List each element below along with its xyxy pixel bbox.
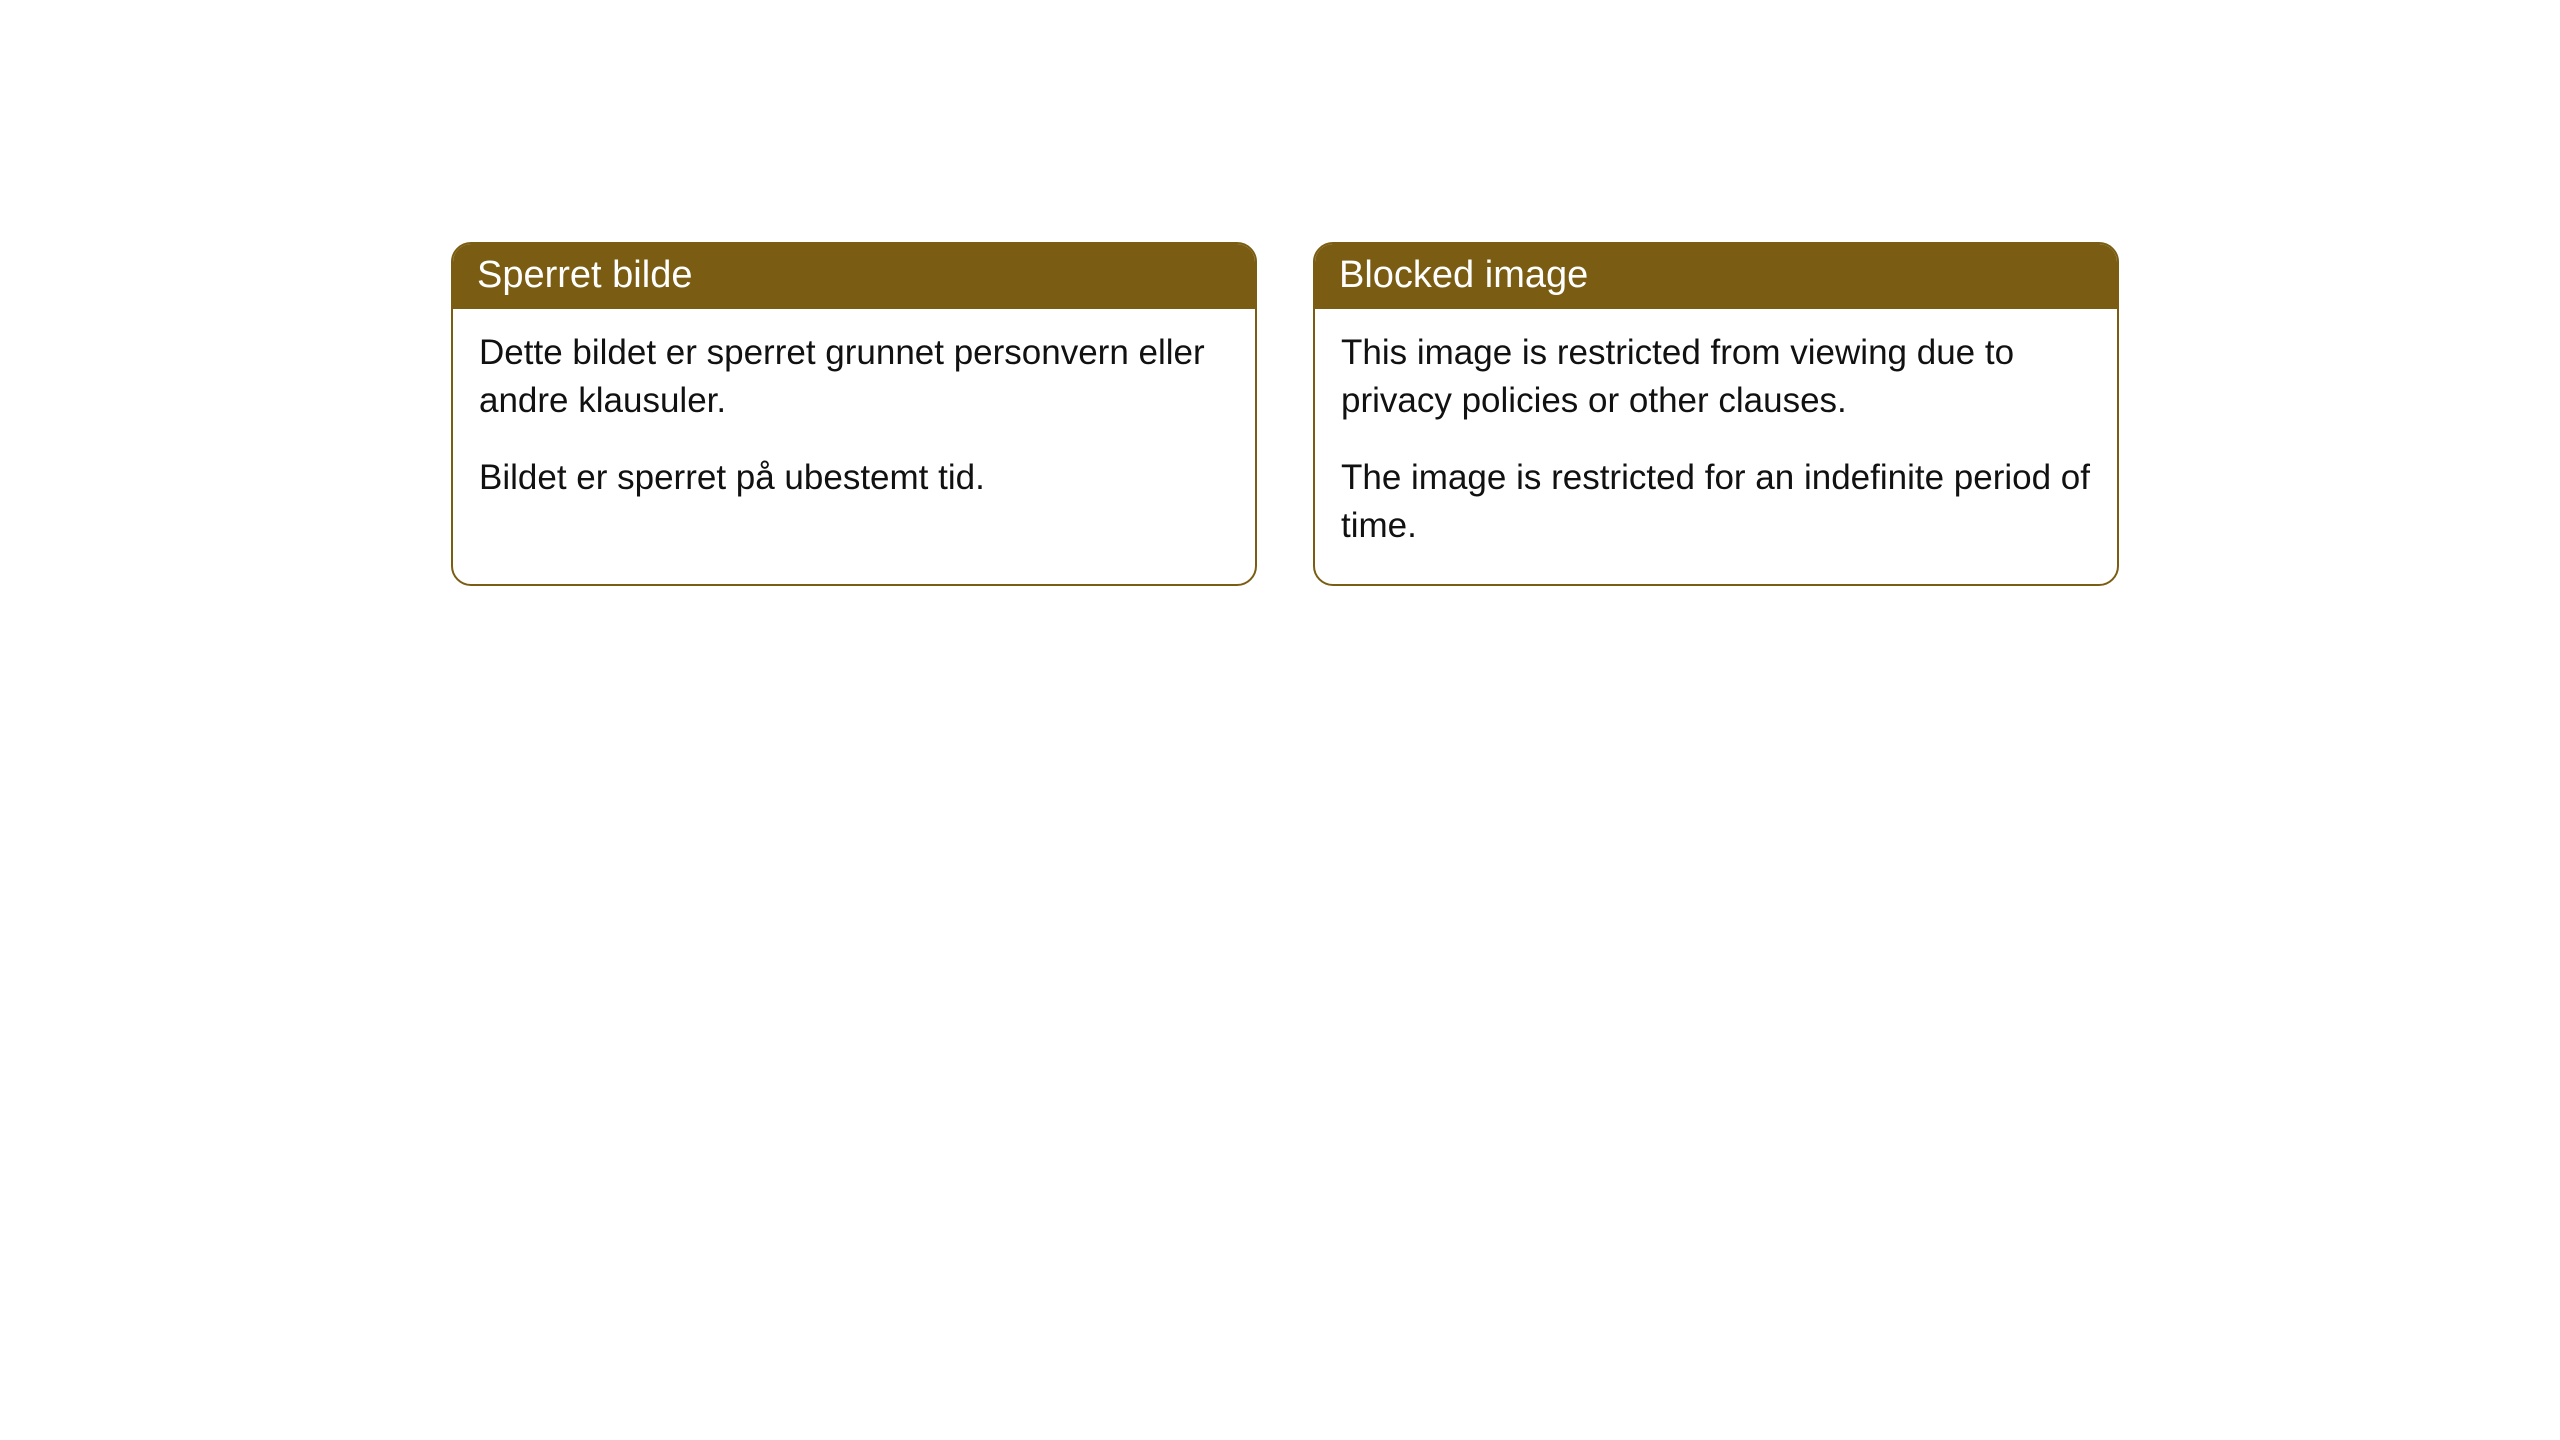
notice-header: Sperret bilde <box>453 244 1255 309</box>
notice-card-english: Blocked image This image is restricted f… <box>1313 242 2119 586</box>
notice-paragraph: Bildet er sperret på ubestemt tid. <box>479 454 1229 502</box>
notice-container: Sperret bilde Dette bildet er sperret gr… <box>451 242 2119 586</box>
notice-paragraph: The image is restricted for an indefinit… <box>1341 454 2091 551</box>
notice-paragraph: Dette bildet er sperret grunnet personve… <box>479 329 1229 426</box>
notice-paragraph: This image is restricted from viewing du… <box>1341 329 2091 426</box>
notice-body: This image is restricted from viewing du… <box>1315 309 2117 584</box>
notice-card-norwegian: Sperret bilde Dette bildet er sperret gr… <box>451 242 1257 586</box>
notice-body: Dette bildet er sperret grunnet personve… <box>453 309 1255 536</box>
notice-header: Blocked image <box>1315 244 2117 309</box>
